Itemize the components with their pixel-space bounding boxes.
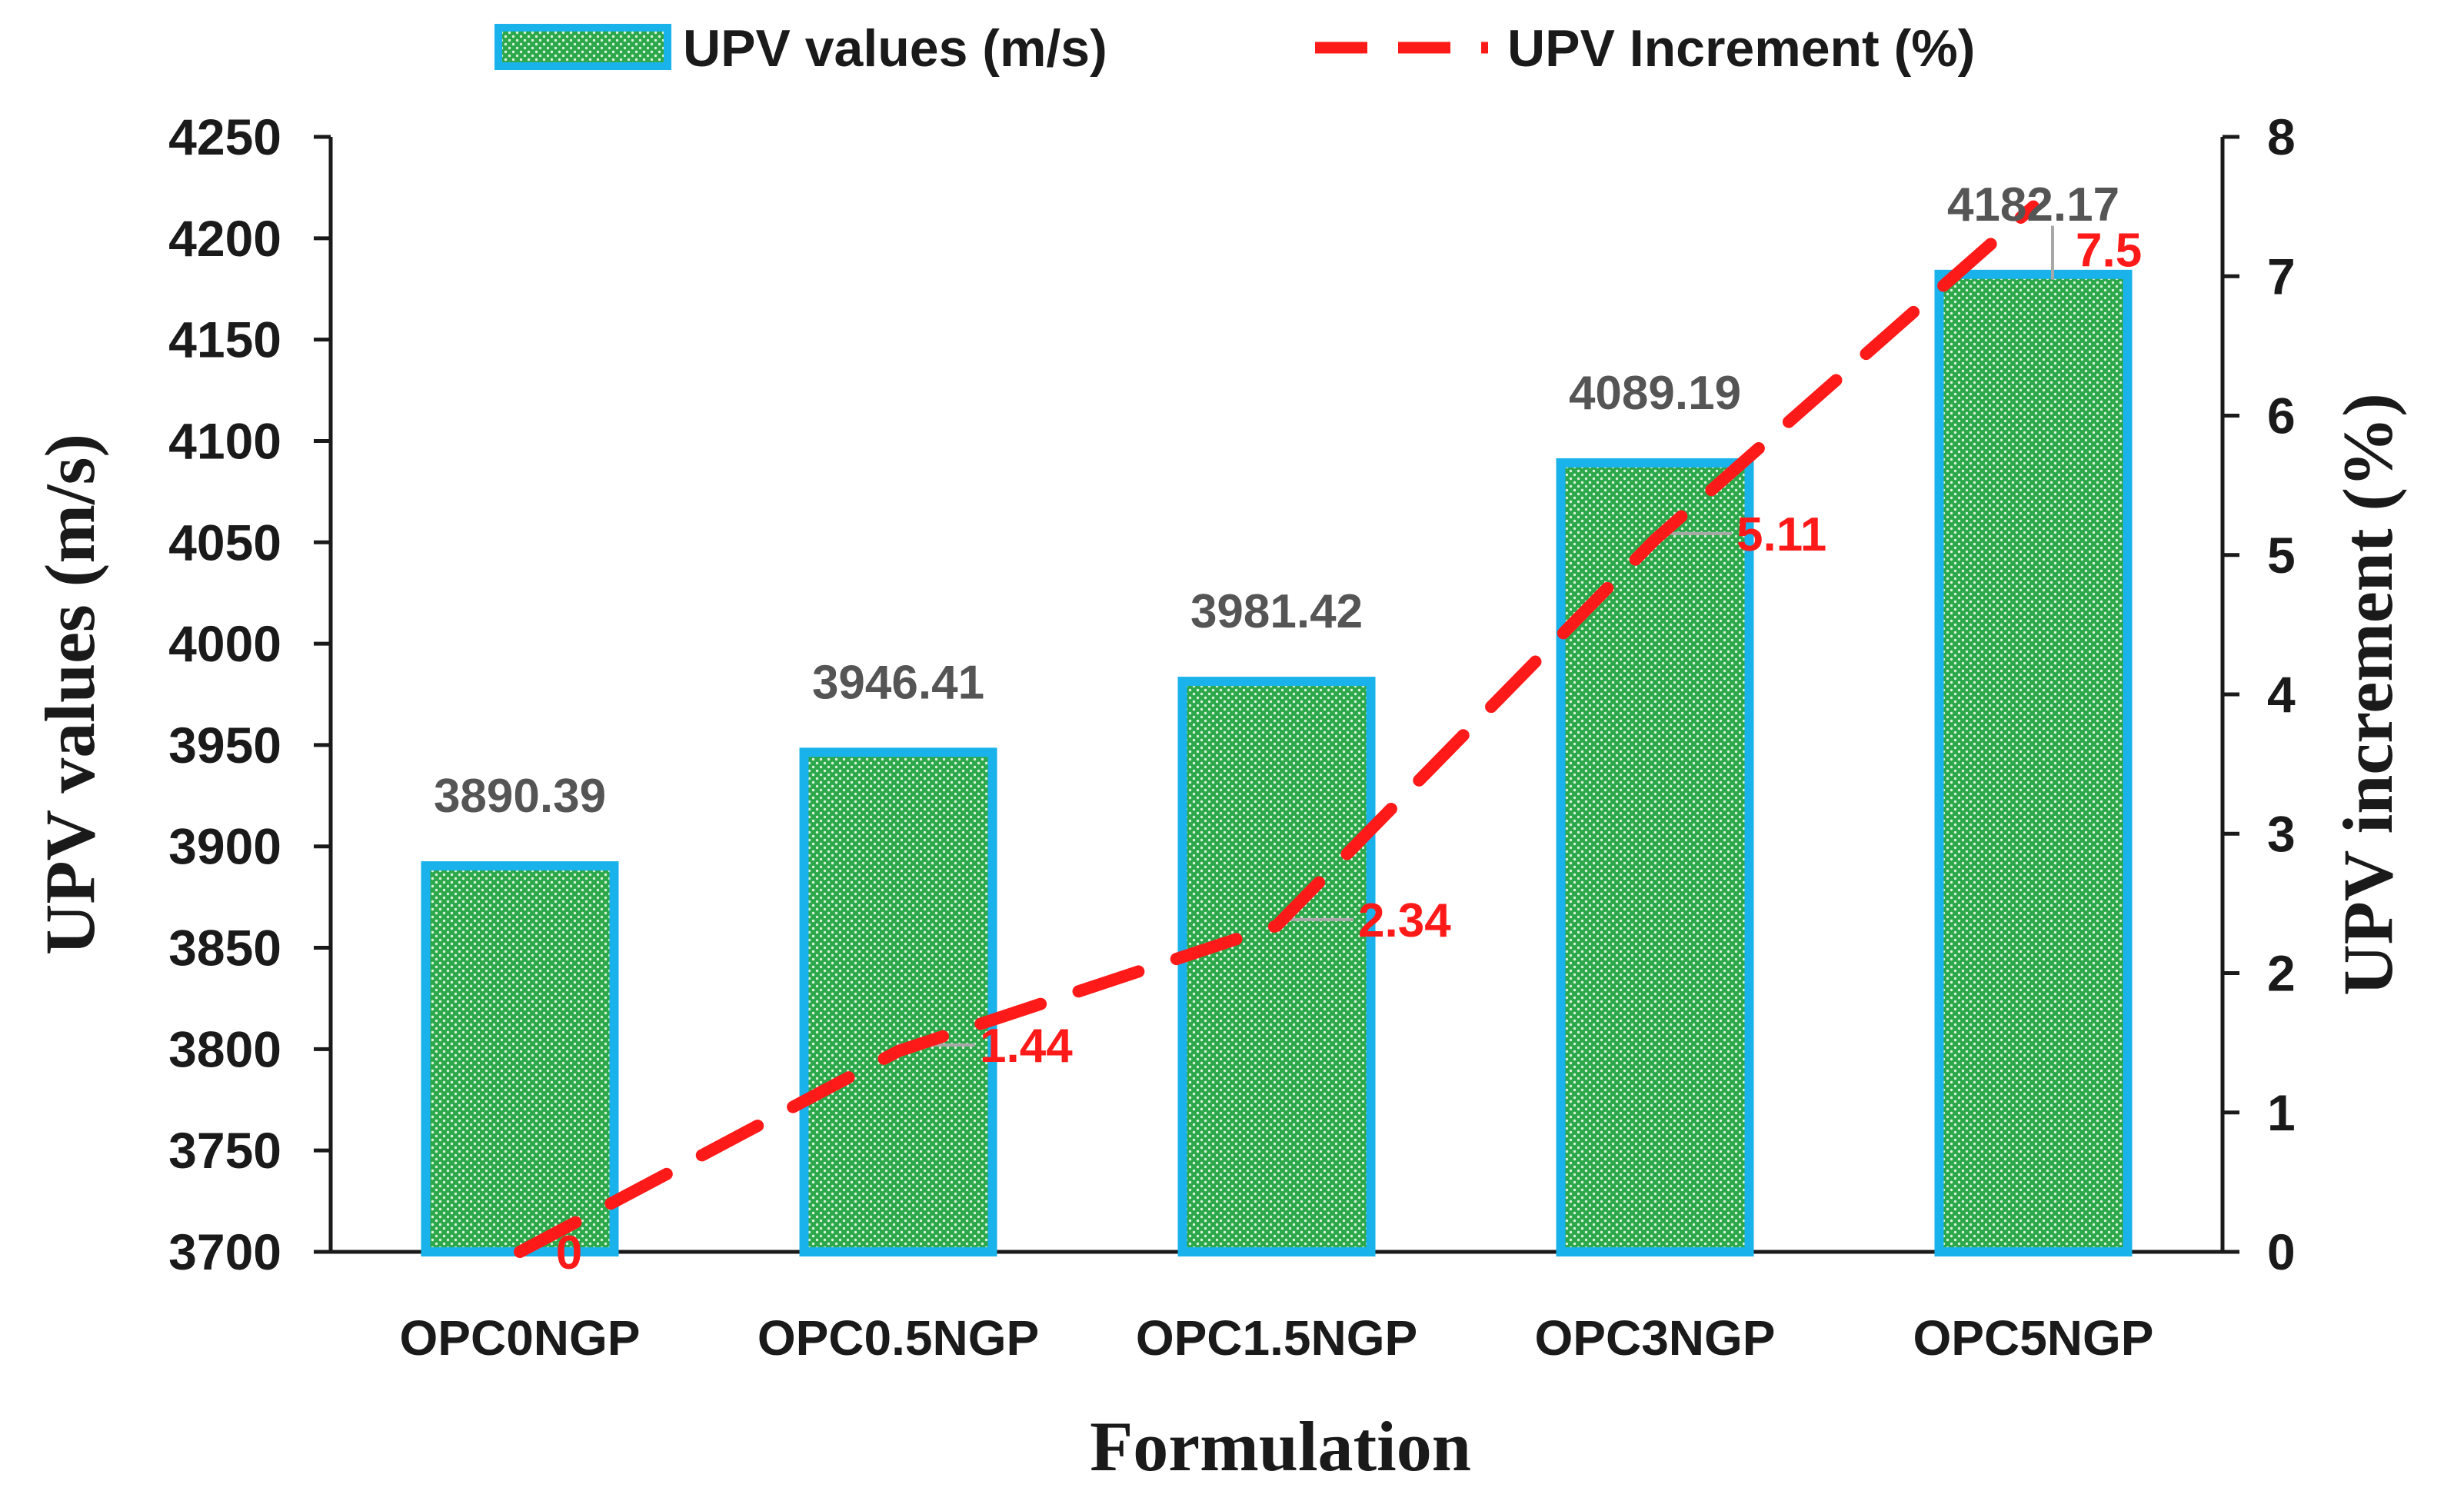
bar-opc0ngp [421, 861, 619, 1257]
bar-opc1-5ngp [1177, 677, 1376, 1256]
right-axis-ticks: 0 1 2 3 4 5 6 7 8 [2223, 108, 2296, 1280]
y-right-tick-label: 4 [2267, 666, 2296, 723]
left-axis-ticks: 3700 3750 3800 3850 3900 3950 4000 4050 4100 4150… [168, 108, 331, 1280]
y-axis-right-title: UPV increment (%) [2329, 393, 2407, 996]
line-value-label: 5.11 [1736, 508, 1826, 561]
bar-opc0-5ngp [799, 747, 997, 1256]
line-value-label: 0 [556, 1226, 582, 1280]
x-category-label: OPC5NGP [1913, 1310, 2154, 1366]
y-left-tick-label: 3750 [168, 1122, 281, 1179]
x-category-label: OPC0.5NGP [758, 1310, 1039, 1366]
bar-value-label: 4089.19 [1569, 367, 1741, 420]
legend-label-upv-increment: UPV Increment (%) [1507, 19, 1975, 78]
y-axis-left-title: UPV values (m/s) [31, 434, 109, 955]
y-left-tick-label: 3700 [168, 1223, 281, 1280]
bar-value-label: 3981.42 [1190, 585, 1363, 638]
bar-opc5ngp [1934, 269, 2133, 1256]
x-axis-title: Formulation [1090, 1407, 1471, 1486]
y-right-tick-label: 2 [2267, 945, 2296, 1002]
bar-opc3ngp [1556, 458, 1754, 1256]
y-right-tick-label: 1 [2267, 1084, 2296, 1141]
y-left-tick-label: 4150 [168, 311, 281, 368]
y-left-tick-label: 4000 [168, 615, 281, 672]
y-left-tick-label: 3900 [168, 818, 281, 875]
y-left-tick-label: 4100 [168, 412, 281, 469]
increment-line-layer [514, 200, 2039, 1258]
bar-value-label: 3890.39 [434, 770, 606, 823]
upv-increment-line [514, 200, 2039, 1258]
y-right-tick-label: 7 [2267, 248, 2296, 305]
legend: UPV values (m/s) UPV Increment (%) [494, 19, 1975, 78]
y-right-tick-label: 3 [2267, 805, 2296, 862]
bar-value-label: 3946.41 [812, 656, 984, 709]
line-value-label: 2.34 [1358, 894, 1451, 947]
line-value-label: 1.44 [980, 1020, 1073, 1073]
x-category-label: OPC3NGP [1535, 1310, 1776, 1366]
y-left-tick-label: 3800 [168, 1020, 281, 1077]
x-category-label: OPC0NGP [400, 1310, 641, 1366]
y-right-tick-label: 6 [2267, 388, 2296, 444]
category-labels: OPC0NGP OPC0.5NGP OPC1.5NGP OPC3NGP OPC5NGP [400, 1310, 2154, 1366]
y-left-tick-label: 3950 [168, 717, 281, 774]
line-value-labels: 0 1.44 2.34 5.11 7.5 [556, 225, 2142, 1280]
bar-value-labels: 3890.39 3946.41 3981.42 4089.19 4182.17 [434, 178, 2119, 823]
x-category-label: OPC1.5NGP [1136, 1310, 1417, 1366]
y-left-tick-label: 4250 [168, 108, 281, 165]
y-right-tick-label: 8 [2267, 108, 2296, 165]
y-left-tick-label: 4200 [168, 210, 281, 267]
legend-swatch-upv-values [494, 24, 671, 70]
y-right-tick-label: 5 [2267, 527, 2296, 584]
y-left-tick-label: 3850 [168, 920, 281, 977]
bars [421, 269, 2133, 1257]
y-left-tick-label: 4050 [168, 514, 281, 571]
bar-value-label: 4182.17 [1947, 178, 2119, 231]
legend-label-upv-values: UPV values (m/s) [683, 19, 1107, 78]
y-right-tick-label: 0 [2267, 1223, 2296, 1280]
line-value-label: 7.5 [2076, 225, 2142, 278]
